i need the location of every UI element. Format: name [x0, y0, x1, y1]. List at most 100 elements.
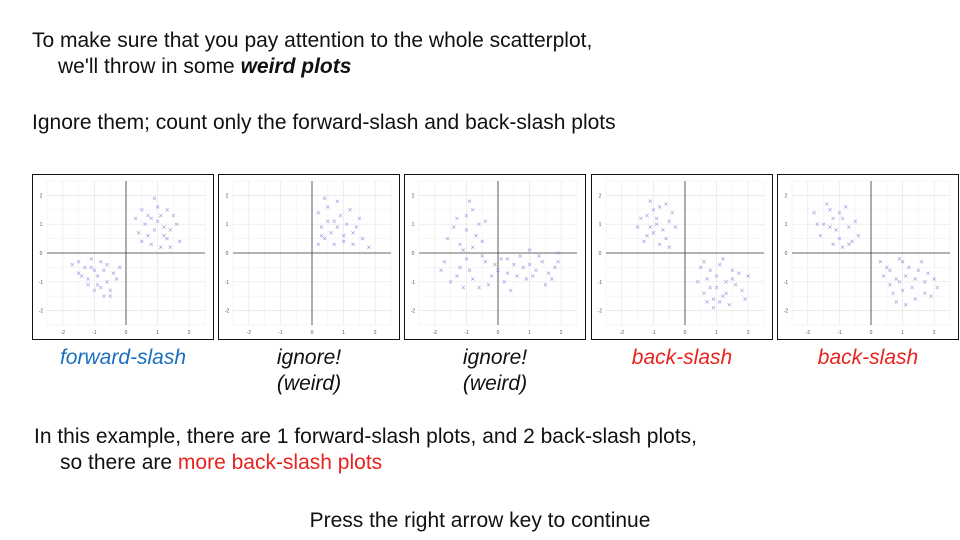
data-point: [534, 268, 538, 273]
conclusion-line-1: In this example, there are 1 forward-sla…: [34, 425, 697, 448]
y-tick-label: 1: [40, 222, 43, 228]
y-tick-label: 1: [785, 222, 788, 228]
intro-line-2-prefix: we'll throw in some: [58, 55, 241, 78]
data-point: [818, 233, 823, 238]
data-point: [642, 239, 646, 244]
data-point: [152, 228, 157, 232]
data-point: [146, 233, 150, 238]
data-point: [439, 268, 443, 273]
data-point: [527, 248, 532, 252]
data-point: [891, 291, 895, 296]
data-point: [638, 216, 643, 221]
data-point: [540, 259, 545, 264]
data-point: [171, 213, 176, 218]
data-point: [136, 231, 141, 235]
data-point: [86, 282, 90, 287]
caption-2: ignore! (weird): [218, 345, 400, 397]
data-point: [702, 291, 706, 296]
y-tick-label: -1: [411, 280, 416, 286]
x-tick-label: -1: [837, 330, 842, 336]
data-point: [149, 242, 154, 247]
data-point: [335, 199, 340, 203]
data-point: [483, 219, 488, 224]
data-point: [702, 259, 706, 264]
data-point: [486, 282, 491, 287]
data-point: [95, 282, 100, 287]
data-point: [470, 245, 475, 250]
x-tick-label: -1: [278, 330, 283, 336]
caption-2-line-1: ignore!: [276, 346, 342, 369]
data-point: [840, 245, 845, 250]
x-tick-label: 1: [528, 330, 531, 336]
data-point: [897, 256, 902, 261]
more-back-slash-highlight: more back-slash plots: [177, 451, 383, 474]
data-point: [667, 219, 672, 224]
data-point: [455, 274, 459, 278]
x-tick-label: 0: [684, 330, 687, 336]
y-tick-label: -2: [784, 309, 789, 315]
data-point: [932, 277, 937, 281]
scatterplot-5: -2 -1 0 1 2 -2 -1 0 1 2: [777, 174, 959, 340]
data-point: [79, 274, 84, 278]
data-point: [654, 216, 659, 221]
scatterplot-4-svg: -2 -1 0 1 2 -2 -1 0 1 2: [598, 180, 765, 336]
data-point: [177, 239, 182, 244]
data-point: [821, 222, 826, 227]
data-point: [92, 288, 97, 293]
y-tick-label: 2: [412, 193, 415, 199]
data-point: [922, 279, 927, 284]
data-point: [543, 282, 548, 287]
data-point: [711, 305, 716, 310]
x-tick-label: 0: [870, 330, 873, 336]
data-point: [448, 279, 453, 284]
data-point: [108, 288, 113, 293]
data-point: [537, 254, 541, 258]
caption-5: back-slash: [777, 345, 959, 371]
data-point: [316, 242, 321, 247]
data-point: [480, 239, 485, 244]
data-point: [724, 291, 728, 296]
data-point: [670, 210, 675, 215]
data-point: [837, 210, 842, 215]
data-point: [474, 233, 478, 238]
continue-instruction: Press the right arrow key to continue: [309, 509, 651, 532]
data-point: [139, 239, 144, 244]
data-point: [515, 274, 519, 278]
scatterplot-3: -2 -1 0 1 2 -2 -1 0 1 2: [404, 174, 586, 340]
data-point: [155, 205, 160, 209]
data-point: [667, 245, 672, 250]
data-point: [556, 251, 560, 255]
scatterplot-1-svg: -2 -1 0 1 2 -2 -1 0 1 2: [39, 180, 206, 336]
data-point: [489, 274, 494, 278]
data-point: [341, 239, 346, 244]
data-point: [477, 285, 481, 290]
data-point: [727, 303, 732, 307]
x-tick-label: 1: [715, 330, 718, 336]
data-point: [351, 231, 355, 235]
data-point: [878, 259, 883, 264]
data-point: [108, 294, 113, 299]
x-tick-label: 0: [497, 330, 500, 336]
x-tick-label: -2: [620, 330, 625, 336]
data-point: [717, 300, 722, 304]
data-point: [834, 228, 839, 232]
data-point: [651, 207, 656, 212]
x-tick-label: 2: [933, 330, 936, 336]
caption-5-line-1: back-slash: [817, 346, 919, 369]
data-point: [332, 242, 336, 247]
data-point: [740, 288, 744, 293]
data-point: [493, 262, 497, 267]
conclusion-line-2-prefix: so there are: [60, 451, 178, 474]
x-tick-label: -1: [92, 330, 97, 336]
data-point: [467, 199, 472, 203]
data-point: [897, 279, 902, 284]
data-point: [815, 222, 820, 227]
data-point: [524, 277, 529, 281]
data-point: [913, 277, 918, 281]
data-point: [165, 207, 169, 212]
y-tick-label: -2: [598, 309, 603, 315]
data-point: [158, 213, 163, 218]
y-tick-label: 0: [412, 251, 415, 257]
data-point: [483, 259, 488, 264]
data-point: [105, 262, 109, 267]
